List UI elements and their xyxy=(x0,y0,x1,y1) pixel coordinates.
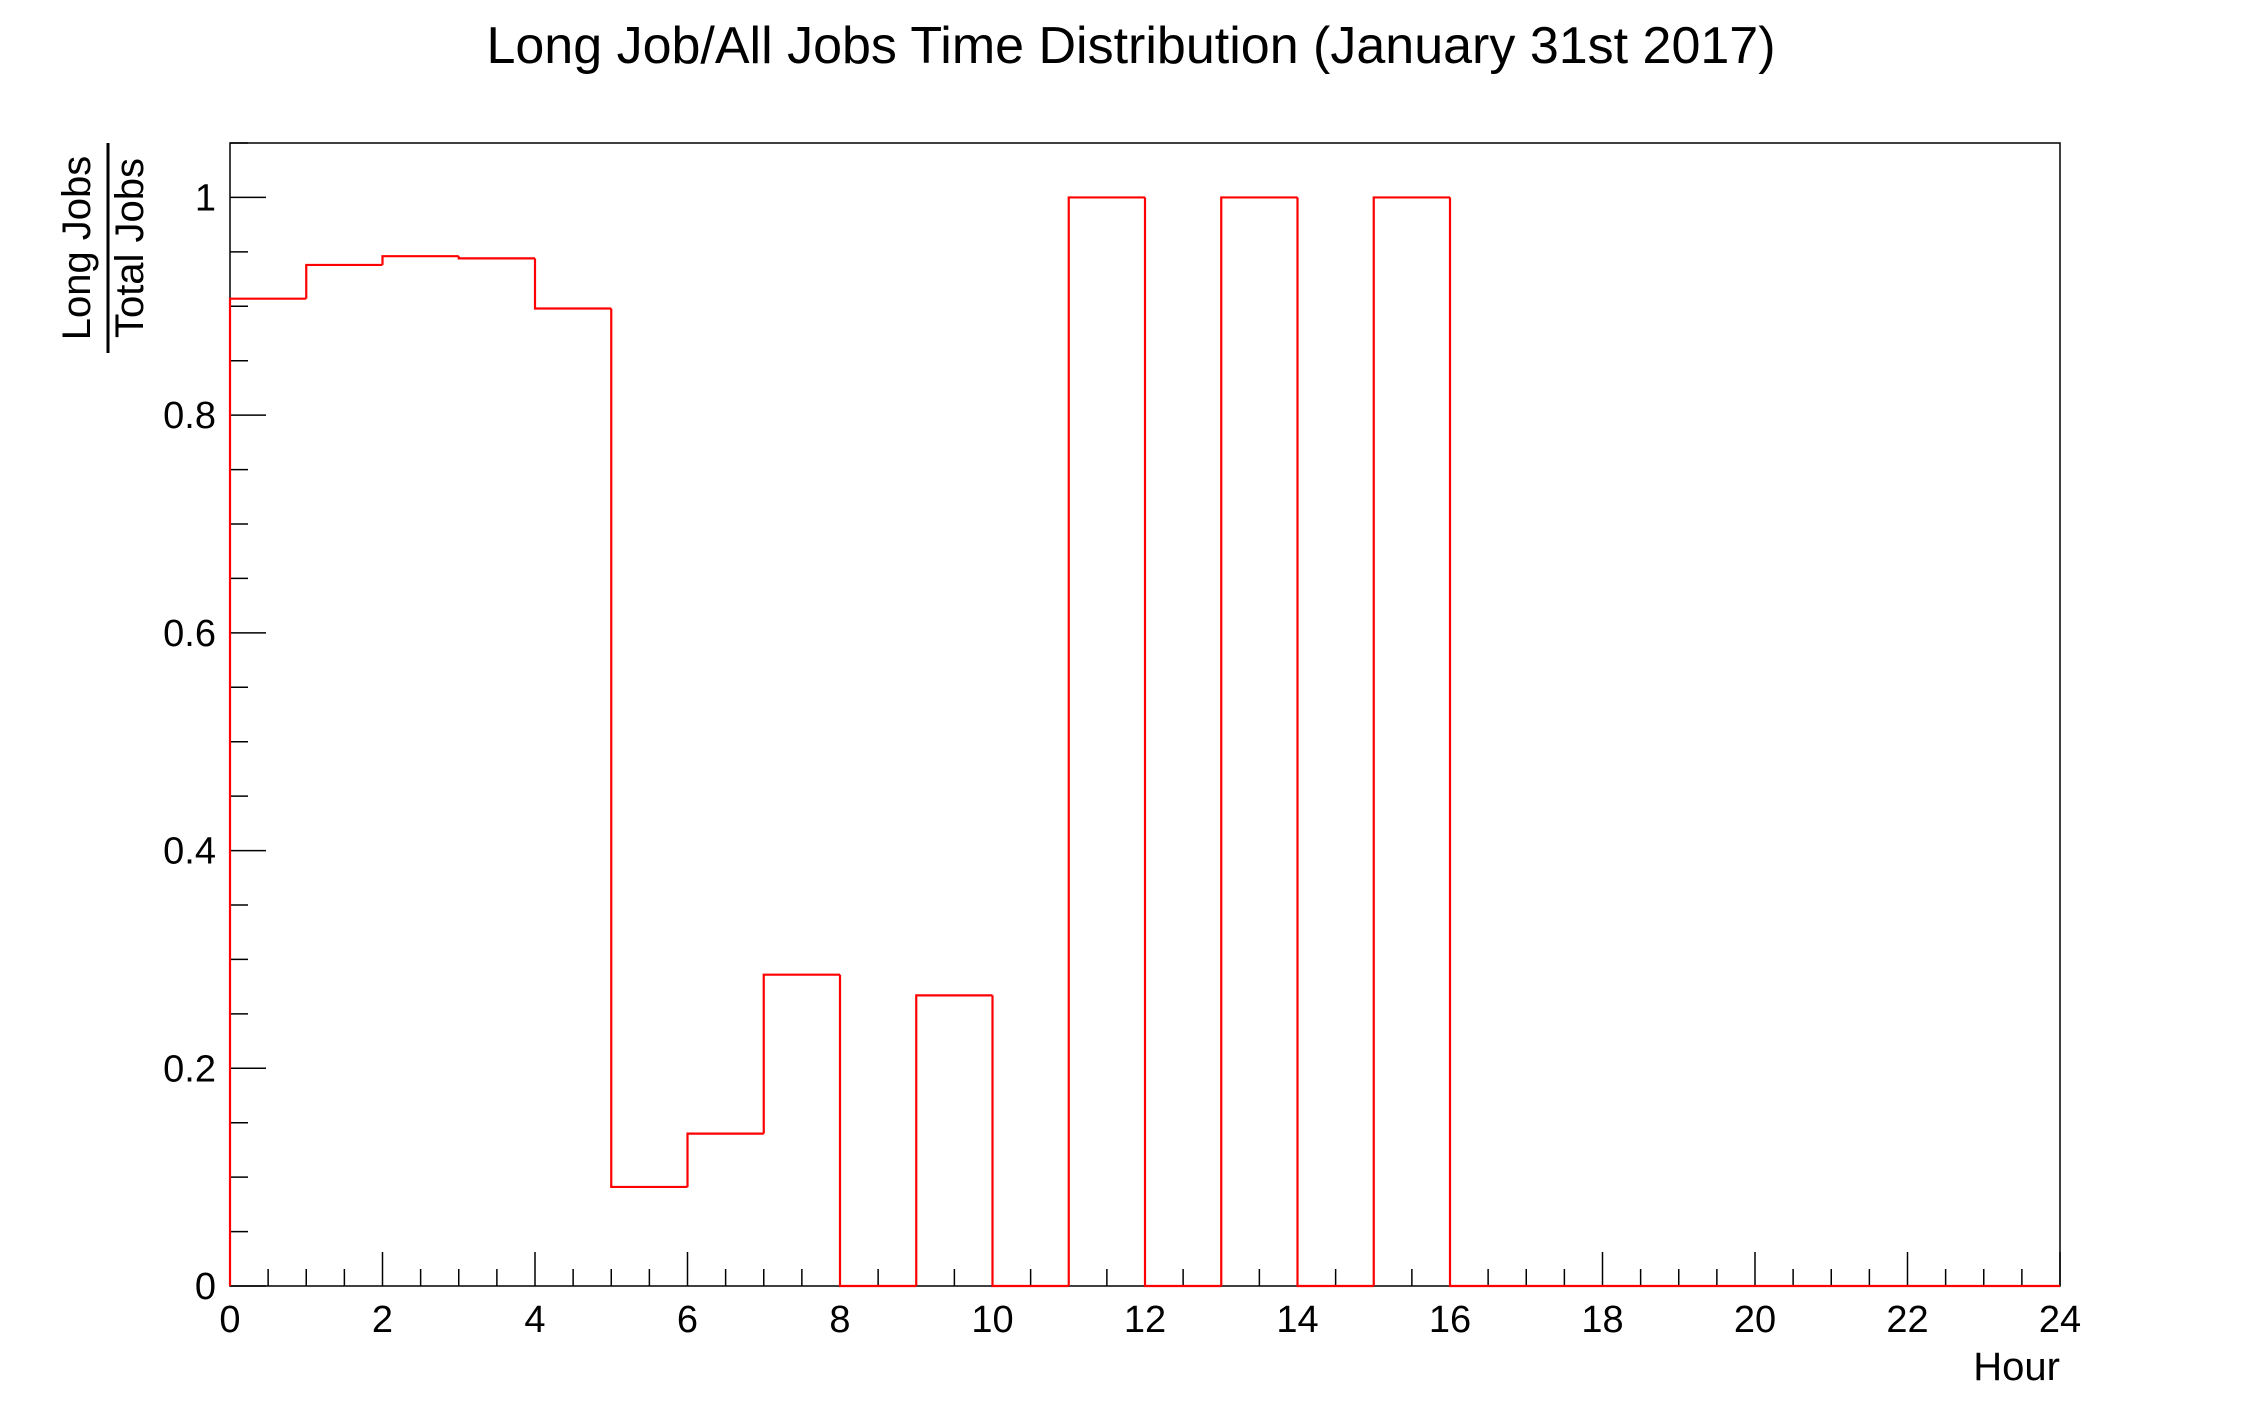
x-tick-label: 14 xyxy=(1276,1299,1318,1341)
histogram-bin xyxy=(686,1132,764,1187)
x-tick-label: 22 xyxy=(1886,1299,1928,1341)
y-axis: 0 0.2 0.4 0.6 0.8 1 xyxy=(163,142,266,1308)
histogram-bin xyxy=(228,297,307,1286)
histogram-bin xyxy=(762,973,840,1134)
histogram-bin xyxy=(305,263,383,299)
x-tick-label: 20 xyxy=(1734,1299,1776,1341)
y-tick-label: 0.8 xyxy=(163,395,216,437)
series-long-job-ratio xyxy=(228,196,2060,1288)
x-tick-label: 4 xyxy=(524,1299,545,1341)
histogram-bin xyxy=(915,994,993,1286)
x-tick-label: 2 xyxy=(372,1299,393,1341)
x-axis-title: Hour xyxy=(1973,1345,2060,1389)
histogram-bin xyxy=(838,974,917,1288)
histogram-bin xyxy=(1448,197,1527,1288)
x-tick-label: 12 xyxy=(1124,1299,1166,1341)
histogram-bin xyxy=(1143,197,1222,1288)
x-axis: 0 2 4 6 8 10 12 14 16 18 20 22 24 xyxy=(219,1252,2081,1341)
histogram-bin xyxy=(457,256,535,260)
y-tick-label: 1 xyxy=(195,177,216,219)
y-tick-label: 0.6 xyxy=(163,613,216,655)
histogram-bin xyxy=(533,258,612,310)
x-tick-label: 24 xyxy=(2039,1299,2081,1341)
histogram-bin xyxy=(381,255,459,265)
x-tick-label: 18 xyxy=(1581,1299,1623,1341)
histogram-bin xyxy=(1372,196,1450,1286)
histogram-bin xyxy=(1067,196,1145,1286)
x-tick-label: 16 xyxy=(1429,1299,1471,1341)
y-tick-label: 0.2 xyxy=(163,1048,216,1090)
histogram-bin xyxy=(1220,196,1298,1286)
y-axis-title-denominator: Total Jobs xyxy=(108,158,152,338)
y-axis-title-numerator: Long Jobs xyxy=(55,156,99,341)
x-tick-label: 8 xyxy=(829,1299,850,1341)
x-tick-label: 10 xyxy=(971,1299,1013,1341)
y-axis-title: Long Jobs Total Jobs xyxy=(55,143,152,353)
x-tick-label: 6 xyxy=(677,1299,698,1341)
chart-title: Long Job/All Jobs Time Distribution (Jan… xyxy=(486,17,1775,75)
histogram-bin xyxy=(1296,197,1374,1288)
histogram-bin xyxy=(610,308,688,1189)
y-tick-label: 0 xyxy=(195,1266,216,1308)
y-tick-label: 0.4 xyxy=(163,831,216,873)
histogram-bin xyxy=(991,995,1069,1288)
x-tick-label: 0 xyxy=(219,1299,240,1341)
